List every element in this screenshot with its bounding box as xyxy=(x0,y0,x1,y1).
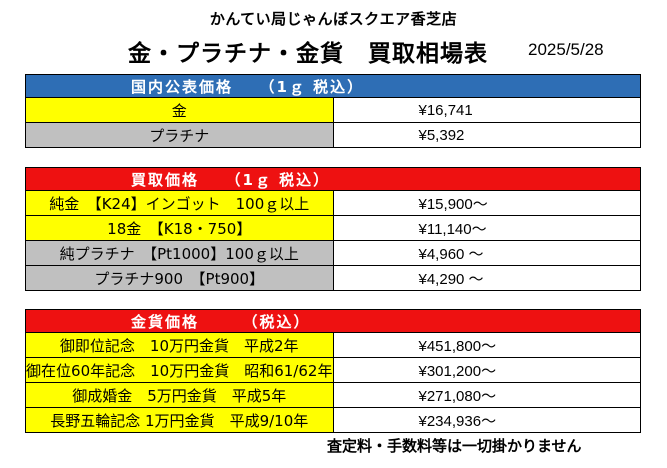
domestic-price-table: 国内公表価格 （1ｇ 税込） 金 ¥16,741 プラチナ ¥5,392 xyxy=(25,74,641,148)
item-name: プラチナ xyxy=(25,122,334,148)
item-price: ¥4,960 ～ xyxy=(332,240,641,266)
table-row: 金 ¥16,741 xyxy=(25,97,641,123)
section-header-row: 買取価格 （1ｇ 税込） xyxy=(25,167,641,191)
item-price: ¥234,936～ xyxy=(332,407,641,433)
table-row: 御在位60年記念 10万円金貨 昭和61/62年 ¥301,200～ xyxy=(25,357,641,383)
page-title: 金・プラチナ・金貨 買取相場表 xyxy=(128,41,488,67)
table-row: 純金 【K24】インゴット 100ｇ以上 ¥15,900～ xyxy=(25,190,641,216)
date-label: 2025/5/28 xyxy=(528,40,604,59)
domestic-price-header: 国内公表価格 （1ｇ 税込） xyxy=(25,74,641,98)
item-name: 長野五輪記念 1万円金貨 平成9/10年 xyxy=(25,407,334,433)
table-row: 御成婚金 5万円金貨 平成5年 ¥271,080～ xyxy=(25,382,641,408)
gold-coin-price-header: 金貨価格 （税込） xyxy=(25,309,641,333)
table-row: プラチナ ¥5,392 xyxy=(25,122,641,148)
item-price: ¥451,800～ xyxy=(332,332,641,358)
item-price: ¥16,741 xyxy=(332,97,641,123)
item-name: プラチナ900 【Pt900】 xyxy=(25,265,334,291)
item-name: 御即位記念 10万円金貨 平成2年 xyxy=(25,332,334,358)
section-header-row: 金貨価格 （税込） xyxy=(25,309,641,333)
buy-price-header: 買取価格 （1ｇ 税込） xyxy=(25,167,641,191)
item-price: ¥5,392 xyxy=(332,122,641,148)
shop-name: かんてい局じゃんぼスクエア香芝店 xyxy=(209,10,458,28)
table-row: 御即位記念 10万円金貨 平成2年 ¥451,800～ xyxy=(25,332,641,358)
item-price: ¥4,290 ～ xyxy=(332,265,641,291)
table-row: 長野五輪記念 1万円金貨 平成9/10年 ¥234,936～ xyxy=(25,407,641,433)
item-name: 金 xyxy=(25,97,334,123)
section-header-row: 国内公表価格 （1ｇ 税込） xyxy=(25,74,641,98)
item-price: ¥11,140～ xyxy=(332,215,641,241)
item-name: 18金 【K18・750】 xyxy=(25,215,334,241)
gold-coin-price-table: 金貨価格 （税込） 御即位記念 10万円金貨 平成2年 ¥451,800～ 御在… xyxy=(25,309,641,433)
item-price: ¥301,200～ xyxy=(332,357,641,383)
item-price: ¥271,080～ xyxy=(332,382,641,408)
table-row: 純プラチナ 【Pt1000】100ｇ以上 ¥4,960 ～ xyxy=(25,240,641,266)
buy-price-table: 買取価格 （1ｇ 税込） 純金 【K24】インゴット 100ｇ以上 ¥15,90… xyxy=(25,167,641,291)
item-name: 純金 【K24】インゴット 100ｇ以上 xyxy=(25,190,334,216)
item-price: ¥15,900～ xyxy=(332,190,641,216)
item-name: 御成婚金 5万円金貨 平成5年 xyxy=(25,382,334,408)
table-row: 18金 【K18・750】 ¥11,140～ xyxy=(25,215,641,241)
table-row: プラチナ900 【Pt900】 ¥4,290 ～ xyxy=(25,265,641,291)
item-name: 御在位60年記念 10万円金貨 昭和61/62年 xyxy=(25,357,334,383)
footer-note: 査定料・手数料等は一切掛かりません xyxy=(327,437,582,455)
item-name: 純プラチナ 【Pt1000】100ｇ以上 xyxy=(25,240,334,266)
